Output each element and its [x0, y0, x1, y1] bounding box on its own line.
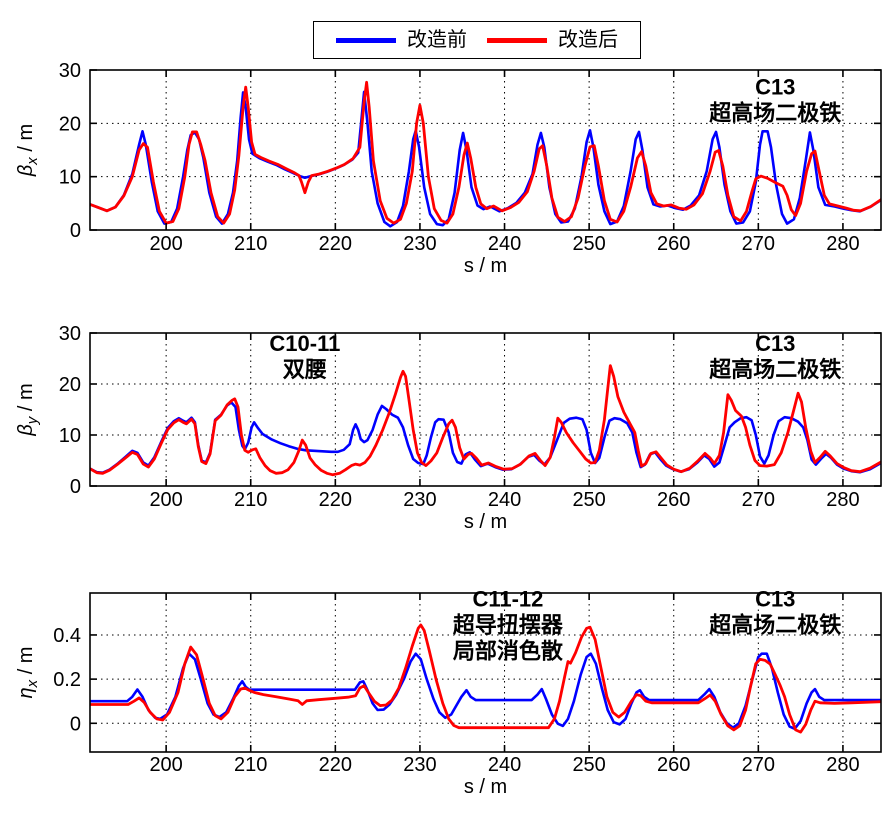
y-tick-label: 0.4	[53, 625, 81, 647]
x-tick-label: 280	[826, 754, 859, 776]
legend: 改造前 改造后	[313, 21, 641, 59]
x-tick-label: 230	[403, 754, 436, 776]
legend-label-after: 改造后	[558, 29, 618, 51]
legend-item-after: 改造后	[487, 30, 618, 50]
annotation-text: 超高场二极铁	[709, 101, 841, 126]
x-tick-label: 250	[572, 489, 605, 511]
series-line-改造前	[90, 652, 881, 731]
series-line-改造前	[90, 401, 881, 474]
x-tick-label: 250	[572, 233, 605, 255]
x-tick-label: 280	[826, 489, 859, 511]
x-tick-label: 240	[488, 754, 521, 776]
y-tick-label: 0	[70, 476, 81, 498]
x-axis-label: s / m	[464, 776, 507, 798]
subplot-eta-x: 200 210 220 230 240 250 260 270 280 0 0.2 0.4 s / m η…	[0, 580, 896, 817]
x-tick-label: 270	[742, 233, 775, 255]
x-tick-label: 200	[149, 233, 182, 255]
y-tick-label: 30	[59, 323, 81, 345]
x-tick-label: 200	[149, 754, 182, 776]
legend-label-before: 改造前	[407, 29, 467, 51]
legend-line-before	[336, 37, 396, 43]
x-tick-label: 260	[657, 233, 690, 255]
annotation-text: 局部消色散	[453, 638, 564, 663]
annotation-text: C13	[755, 586, 795, 611]
x-axis-label: s / m	[464, 255, 507, 277]
legend-item-before: 改造前	[336, 30, 467, 50]
y-tick-label: 10	[59, 167, 81, 189]
annotation-text: 超导扭摆器	[453, 612, 564, 637]
y-axis-label: βy / m	[15, 383, 41, 436]
x-tick-label: 260	[657, 754, 690, 776]
y-tick-label: 0	[70, 713, 81, 735]
series-line-改造后	[90, 364, 881, 477]
x-tick-label: 260	[657, 489, 690, 511]
x-axis-label: s / m	[464, 511, 507, 533]
series-line-改造后	[90, 623, 881, 734]
annotation-text: C13	[755, 75, 795, 100]
plot-border	[89, 592, 882, 753]
series-line-改造后	[90, 80, 881, 225]
y-axis-label: βx / m	[15, 124, 41, 177]
x-tick-label: 240	[488, 233, 521, 255]
annotation-text: C10-11	[269, 331, 340, 356]
subplot-beta-y: 200 210 220 230 240 250 260 270 280 0 10 20 30 s / m β…	[0, 320, 896, 550]
y-tick-label: 0.2	[53, 669, 81, 691]
x-tick-label: 230	[403, 233, 436, 255]
y-tick-label: 20	[59, 113, 81, 135]
annotation-text: 超高场二极铁	[709, 612, 841, 637]
plot-border	[89, 69, 882, 231]
x-tick-label: 210	[234, 489, 267, 511]
y-tick-label: 20	[59, 374, 81, 396]
x-tick-label: 210	[234, 754, 267, 776]
y-tick-label: 30	[59, 60, 81, 82]
annotation-text: 超高场二极铁	[709, 357, 841, 382]
annotation-text: C13	[755, 331, 795, 356]
x-tick-label: 280	[826, 233, 859, 255]
plot-border	[89, 332, 882, 487]
x-tick-label: 220	[319, 233, 352, 255]
x-tick-label: 270	[742, 489, 775, 511]
y-tick-label: 0	[70, 220, 81, 242]
chart-beta-y: 200 210 220 230 240 250 260 270 280 0 10 20 30 s / m β…	[15, 323, 882, 533]
x-tick-label: 220	[319, 754, 352, 776]
x-tick-label: 270	[742, 754, 775, 776]
x-tick-label: 240	[488, 489, 521, 511]
x-tick-label: 220	[319, 489, 352, 511]
x-tick-label: 250	[572, 754, 605, 776]
subplot-beta-x: 200 210 220 230 240 250 260 270 280 0 10 20 30 s / m β…	[0, 60, 896, 290]
legend-line-after	[487, 37, 547, 43]
x-tick-label: 210	[234, 233, 267, 255]
annotation-text: 双腰	[283, 357, 327, 382]
chart-beta-x: 200 210 220 230 240 250 260 270 280 0 10 20 30 s / m β…	[15, 60, 882, 277]
y-axis-label: ηx / m	[15, 647, 41, 699]
x-tick-label: 200	[149, 489, 182, 511]
annotation-text: C11-12	[472, 586, 543, 611]
x-tick-label: 230	[403, 489, 436, 511]
y-tick-label: 10	[59, 425, 81, 447]
chart-eta-x: 200 210 220 230 240 250 260 270 280 0 0.2 0.4 s / m η…	[15, 586, 882, 798]
